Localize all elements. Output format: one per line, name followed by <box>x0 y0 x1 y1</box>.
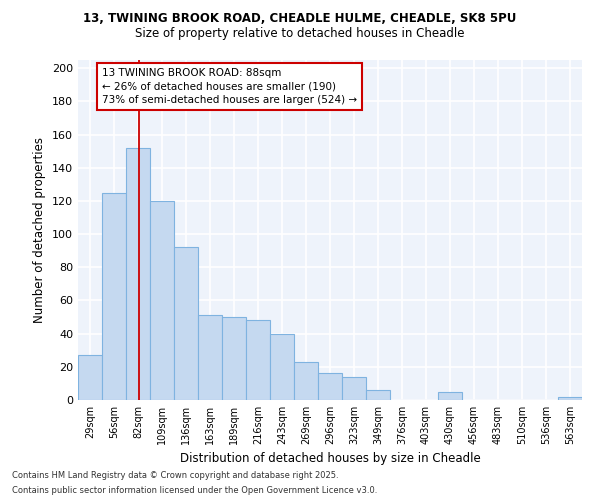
Bar <box>126 148 150 400</box>
Bar <box>102 192 126 400</box>
Bar <box>174 248 198 400</box>
Bar <box>294 362 318 400</box>
Bar <box>222 317 246 400</box>
Text: Contains HM Land Registry data © Crown copyright and database right 2025.: Contains HM Land Registry data © Crown c… <box>12 471 338 480</box>
Bar <box>198 316 222 400</box>
Text: Size of property relative to detached houses in Cheadle: Size of property relative to detached ho… <box>135 28 465 40</box>
X-axis label: Distribution of detached houses by size in Cheadle: Distribution of detached houses by size … <box>179 452 481 466</box>
Text: 13, TWINING BROOK ROAD, CHEADLE HULME, CHEADLE, SK8 5PU: 13, TWINING BROOK ROAD, CHEADLE HULME, C… <box>83 12 517 26</box>
Bar <box>438 392 462 400</box>
Y-axis label: Number of detached properties: Number of detached properties <box>34 137 46 323</box>
Bar <box>78 355 102 400</box>
Bar <box>318 374 342 400</box>
Bar <box>366 390 390 400</box>
Text: 13 TWINING BROOK ROAD: 88sqm
← 26% of detached houses are smaller (190)
73% of s: 13 TWINING BROOK ROAD: 88sqm ← 26% of de… <box>102 68 357 104</box>
Bar <box>150 201 174 400</box>
Bar <box>342 377 366 400</box>
Bar <box>246 320 270 400</box>
Bar <box>270 334 294 400</box>
Text: Contains public sector information licensed under the Open Government Licence v3: Contains public sector information licen… <box>12 486 377 495</box>
Bar <box>558 396 582 400</box>
